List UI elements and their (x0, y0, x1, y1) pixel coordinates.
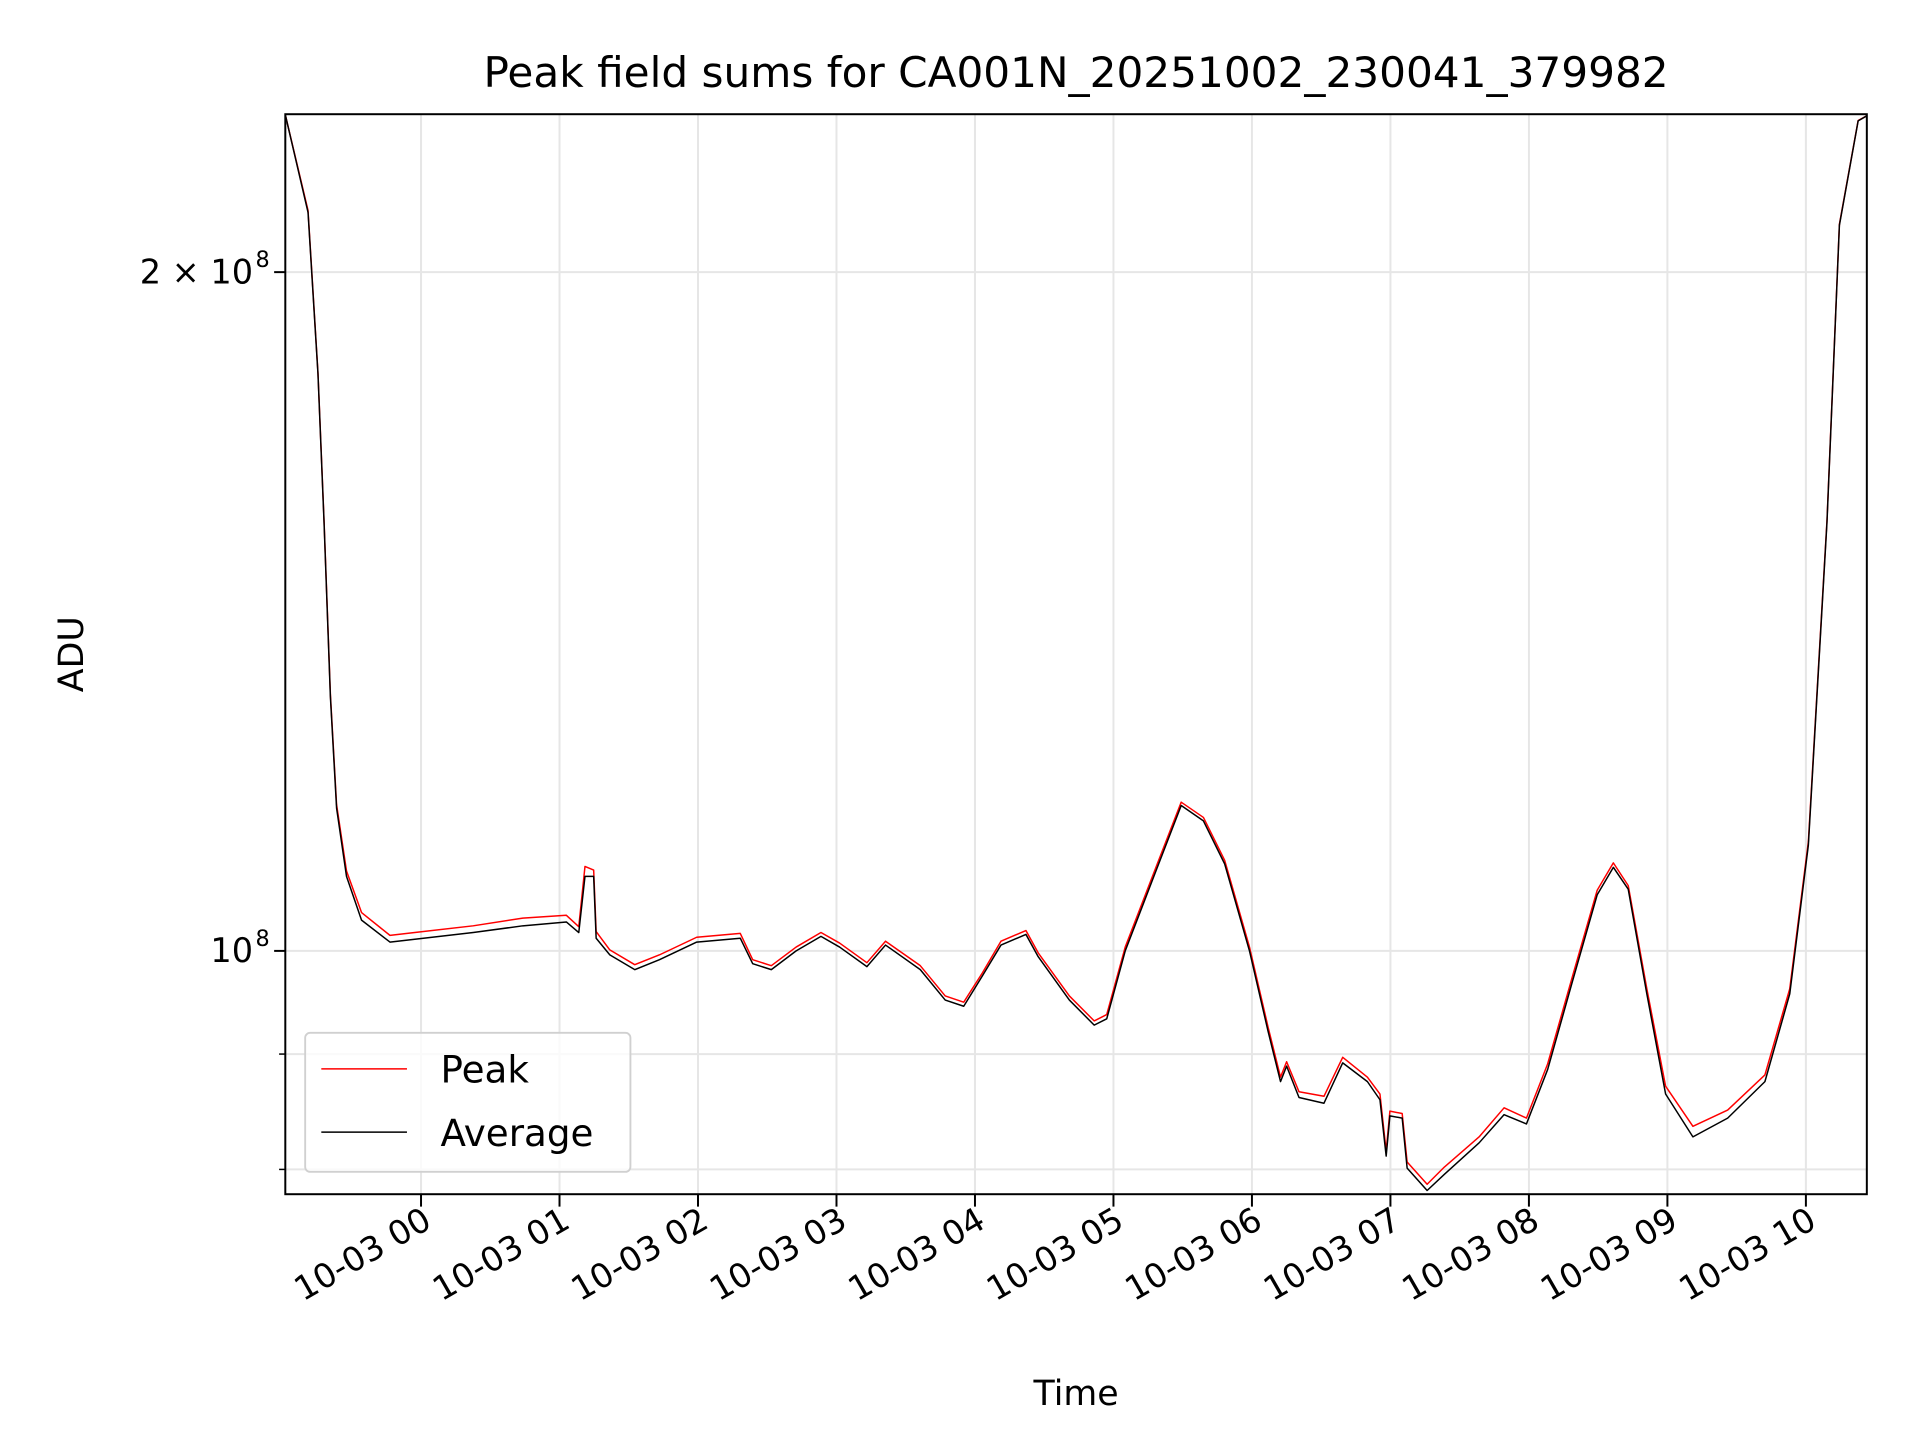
y-tick-label-base: 10 (210, 931, 253, 970)
x-tick-label: 10-03 04 (841, 1200, 991, 1309)
series-line-average (284, 115, 1868, 1192)
plot-frame (284, 113, 1868, 1196)
y-tick-label: 10 (210, 931, 253, 970)
y-tick-label-base: 2 × 10 (140, 252, 253, 291)
x-tick-label: 10-03 07 (1257, 1200, 1407, 1309)
x-tick-label: 10-03 02 (564, 1200, 714, 1309)
x-tick-label: 10-03 08 (1395, 1200, 1545, 1309)
x-tick-label: 10-03 00 (287, 1200, 437, 1309)
x-tick-label: 10-03 09 (1534, 1200, 1684, 1309)
y-tick-label: 2 × 10 (140, 252, 253, 291)
y-tick-label-exponent: 8 (256, 247, 270, 273)
x-tick-label: 10-03 03 (703, 1200, 853, 1309)
x-axis-label: Time (1033, 1374, 1119, 1414)
legend-box (304, 1031, 632, 1173)
grid-lines (285, 114, 1867, 1195)
chart-title: Peak field sums for CA001N_20251002_2300… (483, 48, 1668, 97)
x-tick-label: 10-03 06 (1118, 1200, 1268, 1309)
legend-peak-label: Peak (440, 1047, 529, 1091)
y-axis-ticks: 10 82 × 10 8 (140, 247, 286, 1171)
y-axis-label: ADU (52, 616, 92, 692)
legend-average-label: Average (440, 1111, 593, 1155)
x-tick-label: 10-03 05 (980, 1200, 1130, 1309)
x-tick-label: 10-03 01 (426, 1200, 576, 1309)
y-tick-label-exponent: 8 (256, 926, 270, 952)
legend: Peak Average (304, 1031, 632, 1173)
series-lines (284, 115, 1868, 1192)
series-line-peak (284, 115, 1868, 1186)
x-tick-label: 10-03 10 (1672, 1200, 1822, 1309)
